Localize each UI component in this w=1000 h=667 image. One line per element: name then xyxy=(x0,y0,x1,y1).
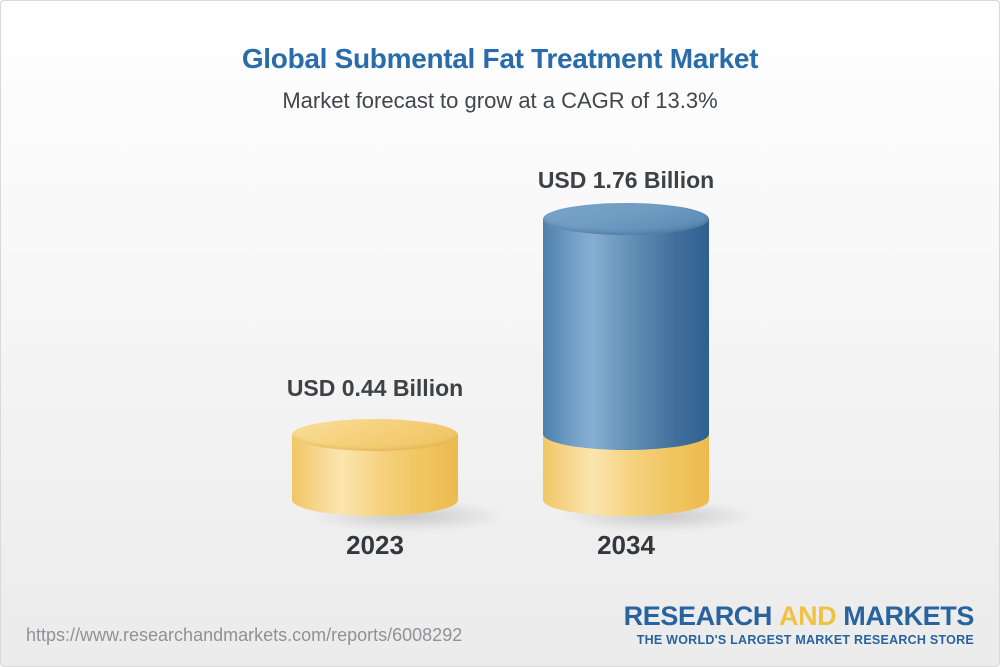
research-and-markets-logo[interactable]: RESEARCH AND MARKETS THE WORLD'S LARGEST M… xyxy=(623,601,975,647)
bar-2023-category-label: 2023 xyxy=(346,530,404,560)
bar-2034-value-label: USD 1.76 Billion xyxy=(537,167,715,193)
page-title: Global Submental Fat Treatment Market xyxy=(241,43,759,74)
logo-tagline: THE WORLD'S LARGEST MARKET RESEARCH STOR… xyxy=(636,633,974,647)
report-url[interactable]: https://www.researchandmarkets.com/repor… xyxy=(26,625,463,645)
logo-wordmark: RESEARCH AND MARKETS xyxy=(623,601,975,632)
logo-word-markets: MARKETS xyxy=(843,601,974,631)
subtitle: Market forecast to grow at a CAGR of 13.… xyxy=(282,88,718,113)
logo-word-and: AND xyxy=(779,601,837,631)
bar-2034-category-label: 2034 xyxy=(597,530,655,560)
logo-word-research: RESEARCH xyxy=(623,601,773,631)
bar-2034-growth-segment xyxy=(543,219,709,450)
bar-2023-cylinder-top xyxy=(292,419,458,451)
bar-2034-cylinder-top xyxy=(543,203,709,235)
bar-2023-value-label: USD 0.44 Billion xyxy=(286,375,464,401)
